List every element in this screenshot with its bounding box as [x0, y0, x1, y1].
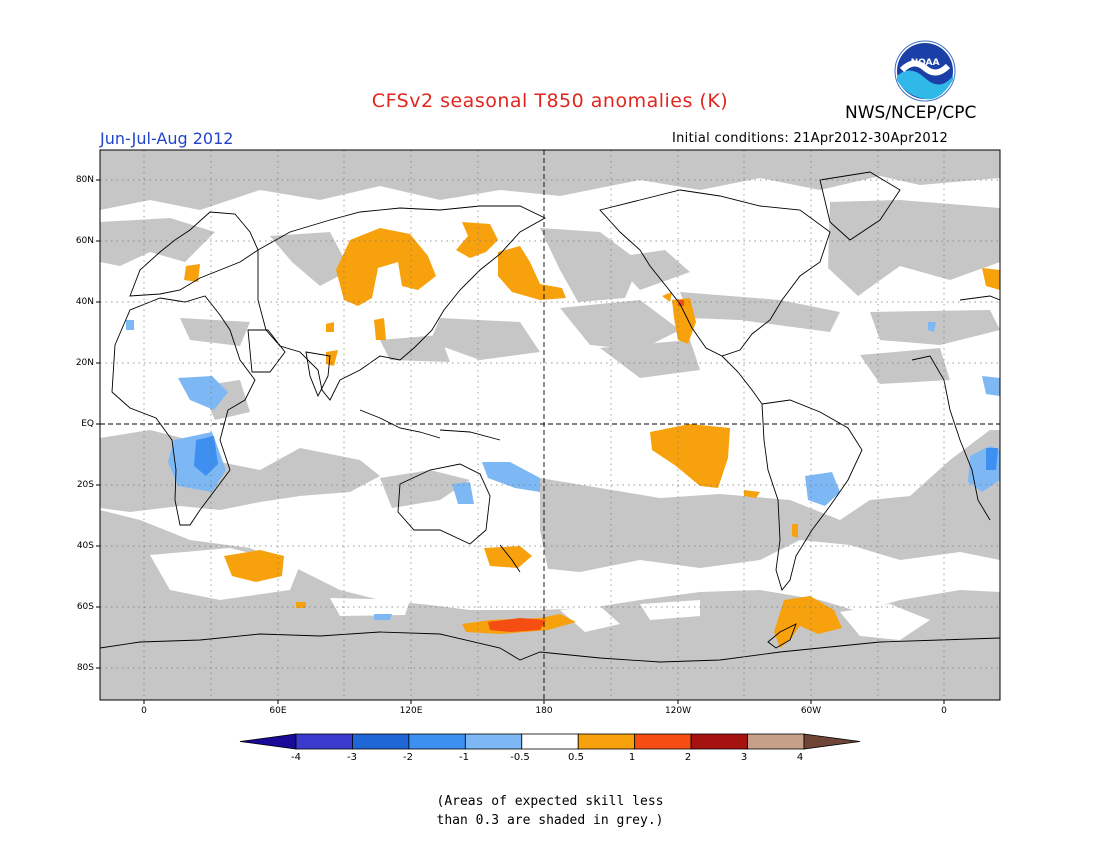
skill-note-line: (Areas of expected skill less — [436, 794, 664, 809]
colorbar-swatch — [239, 733, 297, 750]
colorbar-label: 2 — [684, 752, 692, 763]
colorbar-label: 4 — [796, 752, 804, 763]
lat-label: 20N — [75, 358, 94, 368]
graticule — [100, 150, 1000, 700]
forecast-period: Jun-Jul-Aug 2012 — [100, 129, 234, 148]
coastlines — [100, 171, 1000, 663]
lon-label: 0 — [941, 706, 947, 716]
lon-label: 0 — [141, 706, 147, 716]
colorbar-label: 1 — [628, 752, 636, 763]
cool-anomaly-regions — [126, 320, 1000, 620]
noaa-logo-text: NOAA — [911, 58, 940, 68]
colorbar-label: -0.5 — [510, 752, 530, 763]
colorbar-swatch — [577, 733, 636, 750]
lon-label: 180 — [535, 706, 553, 716]
colorbar-swatch — [464, 733, 523, 750]
lon-label: 120W — [664, 706, 692, 716]
lat-label: 80N — [75, 175, 94, 185]
colorbar-swatch — [634, 733, 692, 750]
colorbar-swatch — [352, 733, 410, 750]
lat-label: 60N — [75, 236, 94, 246]
map-title: CFSv2 seasonal T850 anomalies (K) — [371, 90, 729, 112]
colorbar-swatch — [408, 733, 466, 750]
colorbar-label: -1 — [459, 752, 469, 763]
lat-label: 40S — [76, 541, 94, 551]
colorbar-label: -4 — [291, 752, 301, 763]
skill-note: (Areas of expected skill less than 0.3 a… — [0, 792, 1100, 830]
colorbar-swatch — [521, 733, 579, 750]
skill-note-line: than 0.3 are shaded in grey.) — [436, 813, 664, 828]
lat-label: 20S — [76, 480, 94, 490]
colorbar-swatch — [295, 733, 353, 750]
strong-warm-anomaly — [488, 300, 684, 632]
colorbar-swatch — [803, 733, 861, 750]
colorbar-label: -3 — [347, 752, 357, 763]
lon-label: 60W — [800, 706, 822, 716]
colorbar-label: 0.5 — [568, 752, 584, 763]
lat-label: 60S — [76, 602, 94, 612]
map-frame — [99, 149, 1001, 701]
lat-label: EQ — [81, 419, 94, 429]
initial-conditions: Initial conditions: 21Apr2012-30Apr2012 — [672, 131, 949, 146]
colorbar-swatch — [690, 733, 748, 750]
agency-label: NWS/NCEP/CPC — [845, 103, 977, 123]
lon-label: 120E — [399, 706, 423, 716]
lat-label: 80S — [76, 663, 94, 673]
cool-anomaly-core — [194, 436, 998, 476]
colorbar-label: -2 — [403, 752, 413, 763]
equator-dateline — [100, 150, 1000, 700]
noaa-logo: NOAA — [894, 40, 956, 102]
colorbar-label: 3 — [740, 752, 748, 763]
colorbar-swatch — [747, 733, 805, 750]
lon-label: 60E — [269, 706, 287, 716]
lat-label: 40N — [75, 297, 94, 307]
